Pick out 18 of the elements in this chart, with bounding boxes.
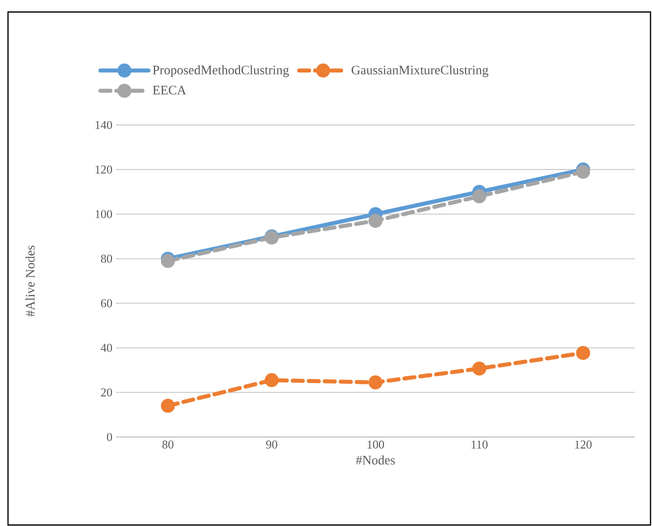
y-tick-label: 20 [101,388,112,396]
x-axis-title: #Nodes [356,455,395,465]
x-tick-label: 80 [162,440,174,449]
x-tick-label: 120 [575,440,592,449]
y-tick-label: 60 [101,299,112,308]
y-tick-label: 140 [96,120,112,130]
legend-label: ProposedMethodClustring [152,65,289,78]
y-tick-label: 80 [100,254,112,263]
y-axis-title: #Alive Nodes [26,246,35,317]
y-tick-label: 0 [106,432,112,442]
y-tick-label: 120 [96,166,112,174]
legend-label: GaussianMixtureClustring [352,65,488,78]
y-tick-label: 100 [96,210,112,218]
legend-label: EECA [152,86,186,94]
y-tick-label: 40 [100,344,112,352]
x-tick-label: 90 [266,440,278,449]
x-tick-label: 100 [368,440,384,449]
x-tick-label: 110 [472,440,488,449]
